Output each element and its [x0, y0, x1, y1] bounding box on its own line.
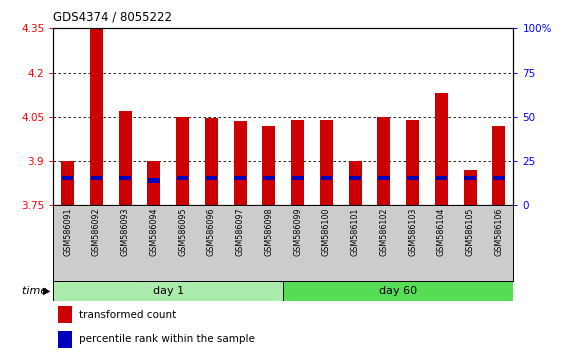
Bar [62, 176, 73, 180]
Bar [205, 118, 218, 205]
Text: GSM586098: GSM586098 [264, 207, 273, 256]
Text: transformed count: transformed count [79, 309, 176, 320]
Text: GSM586104: GSM586104 [437, 207, 446, 256]
Bar [90, 28, 103, 205]
Bar [234, 176, 246, 180]
Bar [176, 117, 189, 205]
Text: GSM586095: GSM586095 [178, 207, 187, 256]
Bar [493, 176, 505, 180]
Text: GSM586093: GSM586093 [121, 207, 130, 256]
Bar [320, 176, 332, 180]
Bar [320, 120, 333, 205]
Bar [61, 161, 74, 205]
Text: ▶: ▶ [43, 286, 50, 296]
Text: GSM586091: GSM586091 [63, 207, 72, 256]
Bar [378, 117, 390, 205]
Text: GSM586101: GSM586101 [351, 207, 360, 256]
Bar [205, 176, 217, 180]
Bar [53, 281, 283, 301]
Text: GSM586096: GSM586096 [207, 207, 216, 256]
Text: day 1: day 1 [153, 286, 184, 296]
Bar [177, 176, 188, 180]
Text: GDS4374 / 8055222: GDS4374 / 8055222 [53, 10, 172, 23]
Bar [378, 176, 390, 180]
Text: GSM586103: GSM586103 [408, 207, 417, 256]
Bar [119, 176, 131, 180]
Bar [292, 176, 304, 180]
Text: GSM586100: GSM586100 [322, 207, 331, 256]
Bar [349, 161, 362, 205]
Bar [283, 281, 513, 301]
Text: GSM586105: GSM586105 [466, 207, 475, 256]
Bar [291, 120, 304, 205]
Bar [148, 178, 160, 183]
Text: time: time [22, 286, 50, 296]
Text: GSM586106: GSM586106 [494, 207, 503, 256]
Bar [90, 176, 102, 180]
Bar [58, 331, 72, 348]
Bar [407, 176, 419, 180]
Text: day 60: day 60 [379, 286, 417, 296]
Bar [435, 93, 448, 205]
Bar [263, 126, 275, 205]
Bar [350, 176, 361, 180]
Text: GSM586094: GSM586094 [149, 207, 158, 256]
Text: GSM586099: GSM586099 [293, 207, 302, 256]
Bar [234, 121, 247, 205]
Bar [263, 176, 275, 180]
Bar [465, 176, 476, 180]
Bar [493, 126, 505, 205]
Bar [119, 111, 132, 205]
Bar [406, 120, 419, 205]
Text: GSM586092: GSM586092 [92, 207, 101, 256]
Bar [464, 170, 477, 205]
Text: percentile rank within the sample: percentile rank within the sample [79, 334, 255, 344]
Bar [148, 161, 160, 205]
Text: GSM586102: GSM586102 [379, 207, 388, 256]
Bar [58, 306, 72, 323]
Bar [435, 176, 447, 180]
Text: GSM586097: GSM586097 [236, 207, 245, 256]
